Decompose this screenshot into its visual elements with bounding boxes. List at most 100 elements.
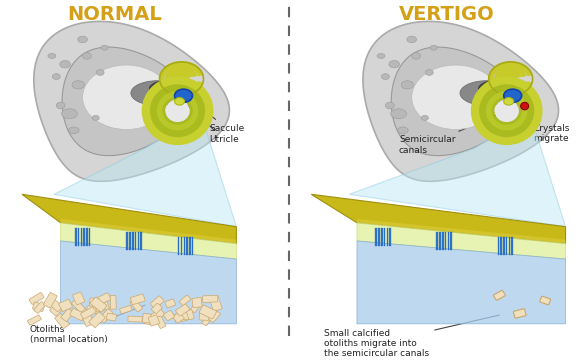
FancyBboxPatch shape: [176, 304, 190, 316]
FancyBboxPatch shape: [199, 305, 216, 319]
Text: Otoliths
(normal location): Otoliths (normal location): [30, 305, 145, 344]
Bar: [126, 232, 128, 250]
FancyBboxPatch shape: [513, 309, 526, 318]
FancyBboxPatch shape: [72, 292, 85, 305]
Polygon shape: [60, 223, 237, 259]
FancyBboxPatch shape: [150, 296, 164, 309]
Circle shape: [495, 99, 519, 122]
Polygon shape: [392, 47, 517, 156]
Ellipse shape: [149, 81, 183, 97]
Bar: [129, 232, 130, 250]
FancyBboxPatch shape: [106, 313, 117, 321]
Polygon shape: [60, 241, 237, 324]
Ellipse shape: [377, 54, 385, 58]
Ellipse shape: [82, 53, 92, 59]
Bar: [132, 232, 133, 250]
FancyBboxPatch shape: [95, 302, 109, 312]
Polygon shape: [311, 194, 566, 243]
Ellipse shape: [52, 74, 60, 80]
FancyBboxPatch shape: [151, 309, 165, 321]
Ellipse shape: [425, 69, 433, 75]
Polygon shape: [60, 219, 237, 243]
Ellipse shape: [385, 102, 394, 109]
Circle shape: [165, 99, 190, 122]
Ellipse shape: [175, 98, 184, 105]
FancyBboxPatch shape: [44, 293, 57, 308]
Bar: [509, 237, 510, 255]
Ellipse shape: [398, 127, 408, 134]
Bar: [387, 228, 388, 246]
FancyBboxPatch shape: [29, 292, 44, 305]
Ellipse shape: [152, 86, 171, 96]
FancyBboxPatch shape: [190, 302, 201, 312]
FancyBboxPatch shape: [172, 312, 184, 323]
Bar: [183, 237, 185, 255]
Polygon shape: [54, 111, 237, 227]
FancyBboxPatch shape: [110, 295, 117, 309]
Ellipse shape: [478, 81, 512, 97]
FancyBboxPatch shape: [175, 313, 187, 322]
FancyBboxPatch shape: [151, 303, 162, 314]
FancyBboxPatch shape: [186, 310, 194, 320]
FancyBboxPatch shape: [71, 299, 85, 312]
Polygon shape: [22, 194, 237, 243]
FancyBboxPatch shape: [96, 293, 111, 305]
FancyBboxPatch shape: [32, 302, 45, 311]
FancyBboxPatch shape: [27, 315, 41, 325]
FancyBboxPatch shape: [192, 297, 202, 308]
Bar: [512, 237, 513, 255]
Bar: [75, 228, 77, 246]
Bar: [186, 237, 188, 255]
Ellipse shape: [382, 74, 389, 80]
FancyBboxPatch shape: [208, 310, 220, 323]
FancyBboxPatch shape: [128, 316, 142, 322]
FancyBboxPatch shape: [202, 315, 212, 325]
Ellipse shape: [430, 45, 437, 50]
Text: Semicircular
canals: Semicircular canals: [399, 112, 504, 154]
FancyBboxPatch shape: [130, 299, 143, 312]
FancyBboxPatch shape: [70, 308, 85, 321]
Polygon shape: [349, 111, 566, 227]
Text: Small calcified
otoliths migrate into
the semicircular canals: Small calcified otoliths migrate into th…: [324, 315, 499, 358]
Ellipse shape: [503, 89, 521, 102]
Bar: [503, 237, 505, 255]
Ellipse shape: [131, 81, 183, 105]
Bar: [498, 237, 499, 255]
Ellipse shape: [407, 36, 416, 43]
Ellipse shape: [412, 53, 420, 59]
Bar: [451, 232, 452, 250]
Bar: [135, 232, 136, 250]
Polygon shape: [62, 47, 188, 156]
FancyBboxPatch shape: [540, 296, 550, 305]
FancyBboxPatch shape: [164, 310, 175, 321]
Polygon shape: [357, 223, 566, 259]
FancyBboxPatch shape: [86, 306, 100, 314]
FancyBboxPatch shape: [143, 314, 152, 323]
Ellipse shape: [503, 98, 514, 105]
Bar: [89, 228, 90, 246]
Polygon shape: [357, 219, 566, 243]
Bar: [140, 232, 142, 250]
Bar: [501, 237, 502, 255]
FancyBboxPatch shape: [55, 314, 70, 329]
Bar: [389, 228, 391, 246]
Bar: [439, 232, 441, 250]
Ellipse shape: [412, 65, 499, 130]
FancyBboxPatch shape: [34, 302, 45, 313]
Bar: [506, 237, 508, 255]
FancyBboxPatch shape: [99, 309, 113, 323]
Ellipse shape: [48, 54, 56, 58]
FancyBboxPatch shape: [89, 312, 105, 328]
Bar: [375, 228, 377, 246]
FancyBboxPatch shape: [48, 298, 63, 312]
FancyBboxPatch shape: [119, 305, 132, 314]
FancyBboxPatch shape: [81, 311, 94, 327]
FancyBboxPatch shape: [199, 313, 209, 320]
Ellipse shape: [78, 36, 88, 43]
Bar: [181, 237, 182, 255]
Bar: [81, 228, 82, 246]
Bar: [445, 232, 447, 250]
FancyBboxPatch shape: [90, 297, 107, 312]
Bar: [378, 228, 380, 246]
Ellipse shape: [92, 116, 99, 120]
